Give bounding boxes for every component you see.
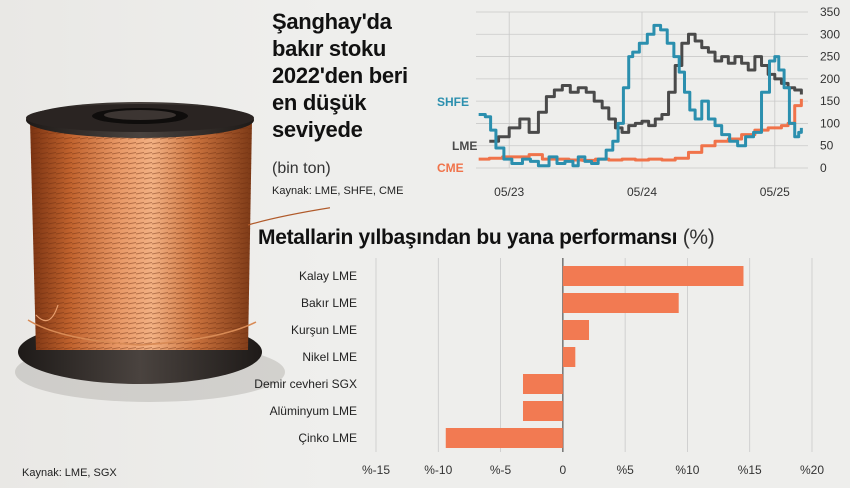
x-tick-label: 05/23	[494, 185, 524, 199]
performance-chart-source: Kaynak: LME, SGX	[22, 467, 117, 479]
series-label-shfe: SHFE	[437, 95, 469, 109]
x-tick-label: 05/25	[760, 185, 790, 199]
y-tick-label: 350	[820, 5, 840, 19]
y-tick-label: 0	[820, 161, 827, 175]
bar	[562, 320, 590, 340]
bar	[562, 347, 576, 367]
category-label: Demir cevheri SGX	[254, 377, 357, 391]
performance-chart-title-unit: (%)	[682, 226, 715, 249]
x-tick-label: %20	[800, 463, 824, 477]
series-label-lme: LME	[452, 139, 477, 153]
copper-stock-line-chart: 0 50 100 150 200 250 300 350 05/23 05/24 05/25 SHFE…	[437, 5, 840, 199]
series-label-cme: CME	[437, 161, 464, 175]
x-tick-label: 05/24	[627, 185, 657, 199]
x-tick-label: %15	[738, 463, 762, 477]
x-tick-label: %-5	[490, 463, 512, 477]
category-label: Nikel LME	[302, 350, 357, 364]
category-label: Bakır LME	[301, 296, 357, 310]
bar	[562, 266, 744, 286]
bar	[562, 293, 679, 313]
series-line-lme	[489, 32, 803, 143]
x-tick-label: %-15	[362, 463, 390, 477]
y-tick-label: 250	[820, 50, 840, 64]
category-label: Alüminyum LME	[270, 404, 357, 418]
category-label: Kalay LME	[299, 269, 357, 283]
bar	[522, 374, 563, 394]
performance-chart-title-main: Metallarin yılbaşından bu yana performan…	[258, 226, 678, 249]
x-tick-label: %10	[675, 463, 699, 477]
performance-chart-title: Metallarin yılbaşından bu yana performan…	[258, 226, 715, 250]
x-tick-label: %-10	[424, 463, 452, 477]
y-tick-label: 150	[820, 94, 840, 108]
series-line-shfe	[478, 23, 803, 168]
bar	[522, 401, 563, 421]
y-tick-label: 300	[820, 27, 840, 41]
x-tick-label: 0	[560, 463, 567, 477]
stock-chart-unit: (bin ton)	[272, 160, 331, 177]
y-tick-label: 100	[820, 116, 840, 130]
x-tick-label: %5	[616, 463, 634, 477]
y-tick-label: 50	[820, 139, 834, 153]
y-tick-label: 200	[820, 72, 840, 86]
stock-chart-title: Şanghay'da bakır stoku 2022'den beri en …	[272, 9, 408, 142]
category-label: Çinko LME	[298, 431, 357, 445]
bar	[445, 428, 563, 448]
category-label: Kurşun LME	[291, 323, 357, 337]
series-line-cme	[478, 98, 803, 162]
copper-wire-spool-photo	[0, 0, 330, 488]
stock-chart-source: Kaynak: LME, SHFE, CME	[272, 185, 404, 197]
